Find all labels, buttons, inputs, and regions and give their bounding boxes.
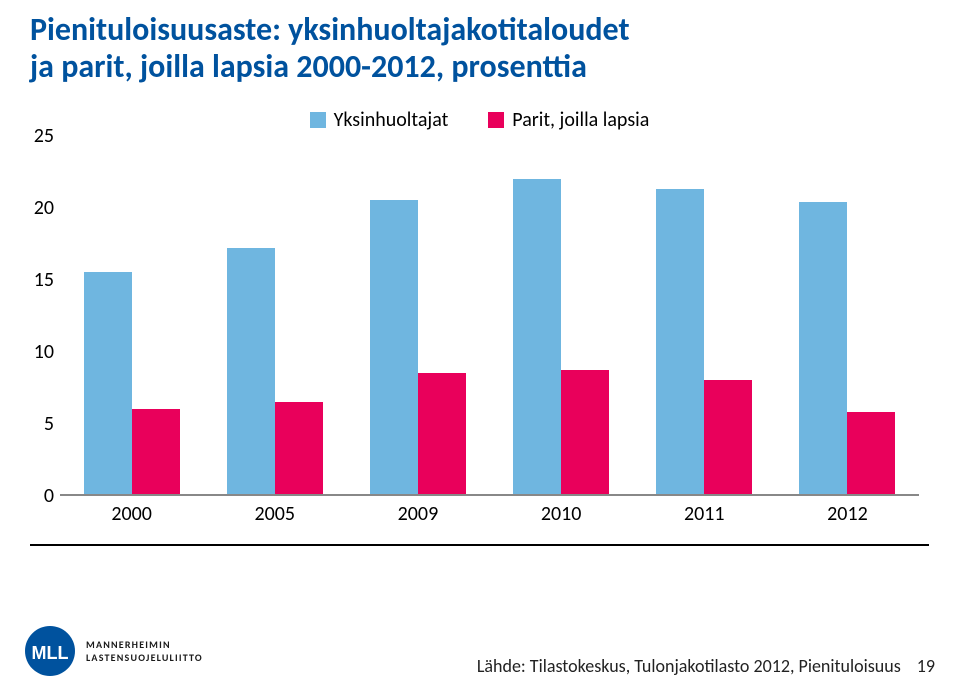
- bar: [704, 380, 752, 495]
- title-line-1: Pienituloisuusaste: yksinhuoltajakotital…: [30, 10, 630, 49]
- bar-groups: [60, 136, 919, 496]
- logo-text: MANNERHEIMIN LASTENSUOJELULIITTO: [86, 638, 203, 664]
- x-baseline: [60, 494, 919, 496]
- bar: [847, 412, 895, 496]
- y-tick-label: 10: [14, 340, 54, 364]
- title-line-2: ja parit, joilla lapsia 2000-2012, prose…: [30, 47, 587, 86]
- legend-item: Parit, joilla lapsia: [488, 108, 649, 132]
- page-title: Pienituloisuusaste: yksinhuoltajakotital…: [30, 12, 929, 86]
- bar: [513, 179, 561, 496]
- legend-item: Yksinhuoltajat: [310, 108, 449, 132]
- bar: [275, 402, 323, 496]
- x-tick-label: 2000: [60, 502, 203, 526]
- bar-group: [60, 136, 203, 496]
- bar: [656, 189, 704, 496]
- footer-divider: [30, 544, 929, 546]
- bar: [84, 272, 132, 495]
- y-tick-label: 25: [14, 124, 54, 148]
- legend-label: Parit, joilla lapsia: [512, 108, 649, 132]
- mll-logo: MLL MANNERHEIMIN LASTENSUOJELULIITTO: [24, 625, 203, 677]
- legend-swatch: [310, 112, 326, 128]
- x-tick-label: 2011: [633, 502, 776, 526]
- chart-legend: Yksinhuoltajat Parit, joilla lapsia: [30, 108, 929, 132]
- page-number: 19: [917, 655, 935, 677]
- bar-group: [776, 136, 919, 496]
- x-axis: 200020052009201020112012: [60, 502, 919, 526]
- svg-text:MLL: MLL: [32, 643, 69, 663]
- bar: [227, 248, 275, 496]
- x-tick-label: 2009: [346, 502, 489, 526]
- y-tick-label: 0: [14, 484, 54, 508]
- bar: [561, 370, 609, 495]
- bar-group: [203, 136, 346, 496]
- mll-logo-icon: MLL: [24, 625, 76, 677]
- x-tick-label: 2012: [776, 502, 919, 526]
- x-tick-label: 2005: [203, 502, 346, 526]
- bar-chart: 0510152025 200020052009201020112012: [60, 136, 919, 526]
- slide-page: Pienituloisuusaste: yksinhuoltajakotital…: [0, 0, 959, 687]
- bar-group: [633, 136, 776, 496]
- legend-label: Yksinhuoltajat: [334, 108, 449, 132]
- logo-text-line-2: LASTENSUOJELULIITTO: [86, 651, 203, 664]
- plot-area: 0510152025: [60, 136, 919, 496]
- bar-group: [490, 136, 633, 496]
- bar: [370, 200, 418, 495]
- y-tick-label: 15: [14, 268, 54, 292]
- bar: [418, 373, 466, 495]
- logo-text-line-1: MANNERHEIMIN: [86, 638, 203, 651]
- legend-swatch: [488, 112, 504, 128]
- source-text: Lähde: Tilastokeskus, Tulonjakotilasto 2…: [477, 655, 901, 677]
- footer: MLL MANNERHEIMIN LASTENSUOJELULIITTO Läh…: [0, 625, 959, 677]
- y-tick-label: 20: [14, 196, 54, 220]
- y-tick-label: 5: [14, 412, 54, 436]
- y-axis: 0510152025: [20, 136, 60, 496]
- bar: [799, 202, 847, 496]
- bar: [132, 409, 180, 495]
- bar-group: [346, 136, 489, 496]
- x-tick-label: 2010: [490, 502, 633, 526]
